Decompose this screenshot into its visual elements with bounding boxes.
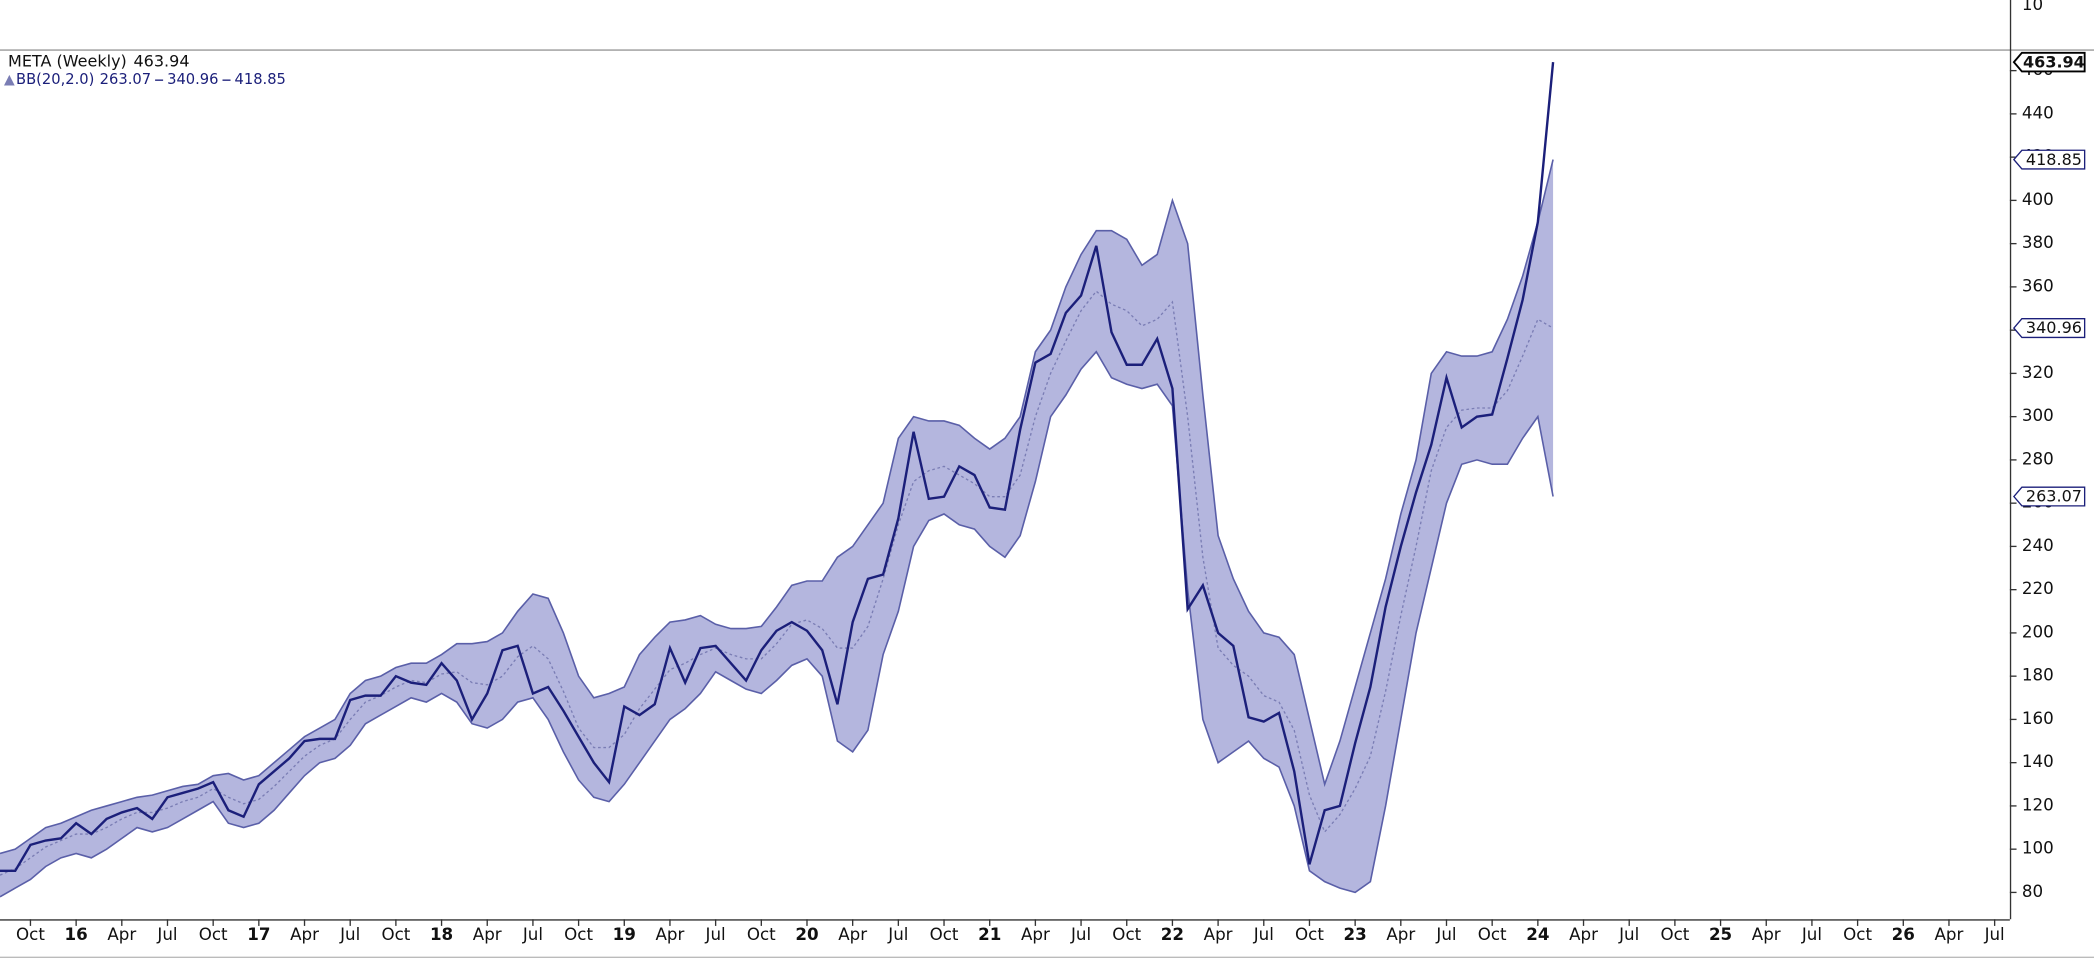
x-tick-label: Oct — [1843, 925, 1872, 944]
axes: 8010012014016018020022024026028030032034… — [16, 0, 2054, 944]
x-tick-label: Apr — [473, 925, 502, 944]
y-tick-label: 160 — [2022, 709, 2054, 728]
x-tick-label: Jul — [1253, 925, 1274, 944]
y-tick-label: 220 — [2022, 579, 2054, 598]
x-tick-label: Apr — [838, 925, 867, 944]
legend-bands: BB(20,2.0) 263.07 340.96 418.85 — [16, 71, 286, 88]
x-tick-year-label: 17 — [247, 925, 270, 944]
y-tick-label: 200 — [2022, 622, 2054, 641]
y-tick-label: 300 — [2022, 406, 2054, 425]
x-tick-label: Jul — [1801, 925, 1822, 944]
value-boxes: 263.07 340.96 418.85 463.94 — [2012, 51, 2086, 507]
x-tick-label: Apr — [1752, 925, 1781, 944]
value-box-label: 340.96 — [2026, 318, 2082, 337]
band-lower — [0, 350, 1554, 898]
x-tick-label: Apr — [290, 925, 319, 944]
y-tick-label: 440 — [2022, 103, 2054, 122]
value-box — [2012, 486, 2086, 507]
x-tick-label: Apr — [1569, 925, 1598, 944]
band-fill — [0, 159, 1554, 897]
x-tick-label: Oct — [1112, 925, 1141, 944]
value-box — [2012, 318, 2086, 339]
y-tick-label: 140 — [2022, 752, 2054, 771]
x-tick-label: Jul — [1435, 925, 1456, 944]
y-tick-label: 10 — [2022, 0, 2043, 14]
x-tick-label: Oct — [1295, 925, 1324, 944]
x-tick-label: Oct — [16, 925, 45, 944]
legend-value: 263.07 — [100, 71, 151, 88]
value-box-label: 263.07 — [2026, 487, 2082, 506]
x-tick-year-label: 19 — [613, 925, 636, 944]
value-box — [2012, 149, 2086, 170]
x-tick-year-label: 21 — [978, 925, 1001, 944]
x-tick-label: Jul — [887, 925, 908, 944]
x-tick-label: Jul — [1070, 925, 1091, 944]
x-tick-year-label: 25 — [1709, 925, 1732, 944]
y-tick-label: 280 — [2022, 449, 2054, 468]
y-tick-label: 100 — [2022, 839, 2054, 858]
legend-value: 418.85 — [235, 71, 286, 88]
value-box — [2012, 51, 2086, 73]
legend-value: 340.96 — [167, 71, 218, 88]
plot-area — [0, 61, 1555, 898]
x-tick-year-label: 23 — [1344, 925, 1367, 944]
legend-price: META (Weekly) 463.94 — [8, 51, 190, 70]
value-box-label: 418.85 — [2026, 150, 2082, 169]
y-tick-label: 120 — [2022, 795, 2054, 814]
x-tick-label: Apr — [656, 925, 685, 944]
y-tick-label: 360 — [2022, 276, 2054, 295]
x-tick-year-label: 24 — [1526, 925, 1549, 944]
y-tick-label: 240 — [2022, 536, 2054, 555]
x-tick-label: Jul — [156, 925, 177, 944]
x-tick-label: Oct — [1660, 925, 1689, 944]
band-middle — [0, 290, 1554, 876]
x-tick-year-label: 22 — [1161, 925, 1184, 944]
legend-value: 463.94 — [133, 51, 189, 70]
y-tick-label: 380 — [2022, 233, 2054, 252]
legend-name: BB(20,2.0) — [16, 71, 94, 88]
x-tick-label: Jul — [1618, 925, 1639, 944]
x-tick-label: Oct — [199, 925, 228, 944]
legend-icon — [4, 74, 15, 86]
x-tick-label: Oct — [747, 925, 776, 944]
x-tick-year-label: 18 — [430, 925, 453, 944]
value-box-label: 463.94 — [2023, 52, 2085, 71]
y-tick-label: 320 — [2022, 363, 2054, 382]
x-tick-year-label: 16 — [65, 925, 88, 944]
x-tick-label: Jul — [339, 925, 360, 944]
x-tick-label: Apr — [1935, 925, 1964, 944]
x-tick-label: Apr — [1204, 925, 1233, 944]
band-upper — [0, 159, 1554, 855]
y-tick-label: 80 — [2022, 882, 2043, 901]
y-tick-label: 180 — [2022, 666, 2054, 685]
x-tick-label: Jul — [522, 925, 543, 944]
x-tick-label: Oct — [1478, 925, 1507, 944]
legend-name: META (Weekly) — [8, 51, 127, 70]
x-tick-label: Oct — [930, 925, 959, 944]
x-tick-label: Jul — [705, 925, 726, 944]
x-tick-label: Oct — [564, 925, 593, 944]
x-tick-label: Apr — [107, 925, 136, 944]
x-tick-year-label: 26 — [1892, 925, 1915, 944]
x-tick-label: Jul — [1984, 925, 2005, 944]
x-tick-label: Apr — [1386, 925, 1415, 944]
price-line — [0, 61, 1555, 873]
x-tick-label: Apr — [1021, 925, 1050, 944]
y-tick-label: 400 — [2022, 190, 2054, 209]
x-tick-label: Oct — [381, 925, 410, 944]
legend: META (Weekly) 463.94 BB(20,2.0) 263.07 340.… — [4, 51, 286, 88]
x-tick-year-label: 20 — [795, 925, 818, 944]
